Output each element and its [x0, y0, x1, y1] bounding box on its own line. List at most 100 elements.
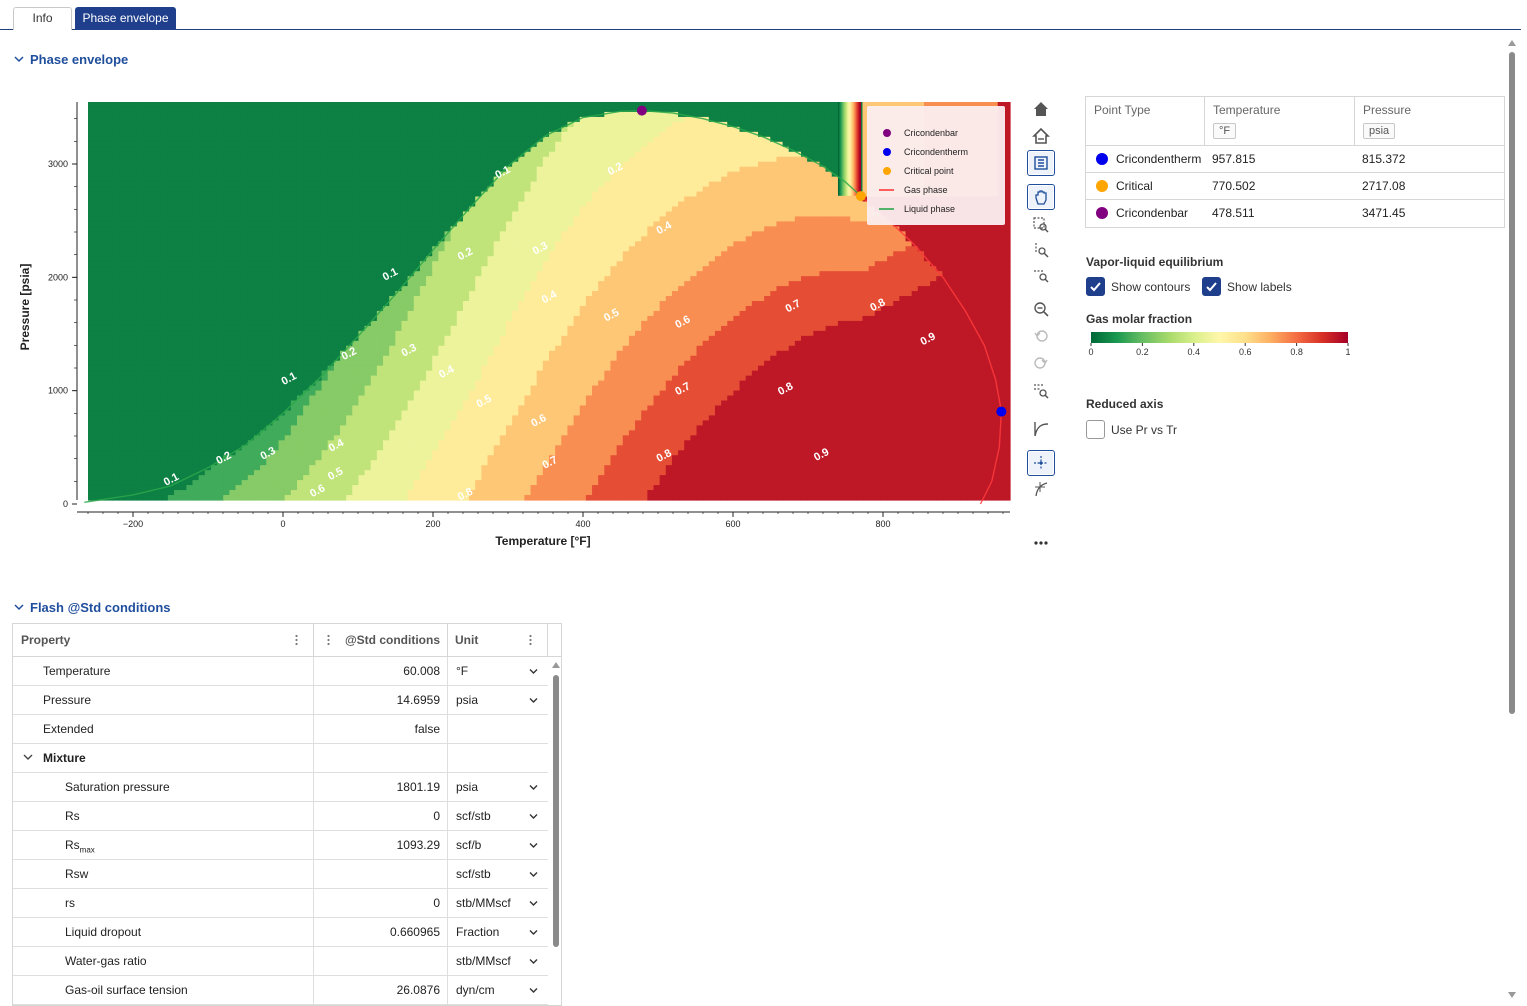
zoom-out-icon[interactable]: [1027, 296, 1055, 322]
unit-select[interactable]: scf/b: [447, 831, 548, 860]
check-icon[interactable]: [1202, 277, 1221, 296]
x-axis-label: Temperature [°F]: [495, 534, 590, 548]
chevron-down-icon[interactable]: [529, 957, 538, 966]
property-value: 0.660965: [313, 918, 448, 947]
unit-select[interactable]: scf/stb: [447, 860, 548, 889]
hover-icon[interactable]: [1027, 476, 1055, 502]
group-row[interactable]: Mixture: [13, 744, 548, 773]
chevron-down-icon[interactable]: [529, 928, 538, 937]
legend-entry: Cricondentherm: [904, 147, 968, 157]
unit-select[interactable]: Fraction: [447, 918, 548, 947]
chevron-down-icon[interactable]: [529, 899, 538, 908]
critical-strip: [838, 102, 862, 196]
phase-envelope-svg[interactable]: −200 0 200 400 600 800 0 1000 2000 3000 Temperatur…: [0, 80, 1030, 560]
show-contours-checkbox[interactable]: Show contours: [1086, 277, 1190, 296]
unit-select[interactable]: °F: [447, 657, 548, 686]
check-icon[interactable]: [1086, 277, 1105, 296]
phase-envelope-section-header[interactable]: Phase envelope: [14, 50, 128, 68]
chevron-down-icon[interactable]: [529, 812, 538, 821]
legend-marker: [883, 167, 891, 175]
redo-icon[interactable]: [1027, 350, 1055, 376]
legend-entry: Liquid phase: [904, 204, 955, 214]
chevron-down-icon[interactable]: [529, 870, 538, 879]
chevron-down-icon[interactable]: [23, 752, 33, 762]
page-scrollbar[interactable]: [1507, 38, 1517, 1000]
col-pressure: Pressure psia: [1354, 97, 1504, 146]
critical-points-table: Point Type Temperature °F Pressure psia …: [1085, 96, 1505, 228]
point-row[interactable]: Critical 770.502 2717.08: [1086, 173, 1504, 200]
chevron-down-icon[interactable]: [529, 841, 538, 850]
home-reset-icon[interactable]: [1027, 123, 1055, 149]
point-row[interactable]: Cricondentherm 957.815 815.372: [1086, 146, 1504, 173]
legend-entry: Critical point: [904, 166, 954, 176]
legend-toggle-icon[interactable]: [1027, 150, 1055, 176]
unit-label: scf/stb: [456, 809, 491, 823]
table-row[interactable]: Extended false: [13, 715, 548, 744]
more-icon[interactable]: [1027, 530, 1055, 556]
flash-table-scrollbar[interactable]: [550, 657, 562, 1006]
unit-select[interactable]: psia: [447, 686, 548, 715]
chevron-down-icon[interactable]: [529, 783, 538, 792]
chevron-down-icon[interactable]: [529, 986, 538, 995]
property-value: 1801.19: [313, 773, 448, 802]
table-row[interactable]: Rsmax 1093.29 scf/b: [13, 831, 548, 860]
table-row[interactable]: Gas-oil surface tension 26.0876 dyn/cm: [13, 976, 548, 1005]
curve-icon[interactable]: [1027, 416, 1055, 442]
unit-select[interactable]: stb/MMscf: [447, 947, 548, 976]
column-menu-icon[interactable]: [327, 634, 330, 646]
table-row[interactable]: Saturation pressure 1801.19 psia: [13, 773, 548, 802]
column-menu-icon[interactable]: [529, 634, 532, 646]
property-value: [313, 860, 448, 889]
unit-select[interactable]: dyn/cm: [447, 976, 548, 1005]
table-row[interactable]: Liquid dropout 0.660965 Fraction: [13, 918, 548, 947]
box-zoom-icon[interactable]: [1027, 212, 1055, 238]
property-value: 26.0876: [313, 976, 448, 1005]
flash-section-header[interactable]: Flash @Std conditions: [14, 598, 171, 616]
colorbar-tick-label: 0.8: [1290, 347, 1303, 357]
temperature-unit-badge[interactable]: °F: [1213, 123, 1237, 139]
undo-icon[interactable]: [1027, 323, 1055, 349]
unit-label: Fraction: [456, 925, 500, 939]
gas-phase-line: [860, 195, 1003, 505]
tab-phase-envelope[interactable]: Phase envelope: [75, 7, 176, 30]
checkbox-empty-icon[interactable]: [1086, 420, 1105, 439]
col-property[interactable]: Property: [21, 633, 71, 647]
point-color-dot: [1096, 152, 1108, 165]
table-row[interactable]: Rs 0 scf/stb: [13, 802, 548, 831]
point-marker: [636, 105, 647, 116]
show-labels-checkbox[interactable]: Show labels: [1202, 277, 1292, 296]
table-row[interactable]: rs 0 stb/MMscf: [13, 889, 548, 918]
home-icon[interactable]: [1027, 96, 1055, 122]
table-row[interactable]: Water-gas ratio stb/MMscf: [13, 947, 548, 976]
point-color-dot: [1096, 206, 1108, 219]
x-tick-label: 0: [280, 519, 285, 529]
crosshair-icon[interactable]: [1027, 450, 1055, 476]
reset-zoom-icon[interactable]: [1027, 378, 1055, 404]
col-unit[interactable]: Unit: [455, 633, 479, 647]
tab-info[interactable]: Info: [13, 7, 72, 30]
unit-label: dyn/cm: [456, 983, 495, 997]
column-menu-icon[interactable]: [295, 634, 298, 646]
col-std-conditions[interactable]: @Std conditions: [344, 633, 440, 647]
property-name: Extended: [43, 722, 94, 736]
unit-select[interactable]: scf/stb: [447, 802, 548, 831]
phase-envelope-plot[interactable]: −200 0 200 400 600 800 0 1000 2000 3000 Temperatur…: [0, 80, 1030, 560]
chevron-down-icon[interactable]: [529, 696, 538, 705]
point-pressure: 815.372: [1362, 152, 1406, 166]
colorbar-tick-label: 0: [1088, 347, 1093, 357]
zoom-x-icon[interactable]: [1027, 262, 1055, 288]
pan-icon[interactable]: [1027, 184, 1055, 210]
table-row[interactable]: Temperature 60.008 °F: [13, 657, 548, 686]
property-name: Pressure: [43, 693, 92, 707]
point-temperature: 770.502: [1212, 179, 1256, 193]
pressure-unit-badge[interactable]: psia: [1363, 123, 1396, 139]
use-pr-tr-checkbox[interactable]: Use Pr vs Tr: [1086, 420, 1177, 439]
unit-select[interactable]: psia: [447, 773, 548, 802]
table-row[interactable]: Pressure 14.6959 psia: [13, 686, 548, 715]
table-row[interactable]: Rsw scf/stb: [13, 860, 548, 889]
point-row[interactable]: Cricondenbar 478.511 3471.45: [1086, 200, 1504, 227]
zoom-y-icon[interactable]: [1027, 237, 1055, 263]
chevron-down-icon[interactable]: [529, 667, 538, 676]
unit-select[interactable]: stb/MMscf: [447, 889, 548, 918]
colorbar-tick-label: 0.2: [1136, 347, 1149, 357]
